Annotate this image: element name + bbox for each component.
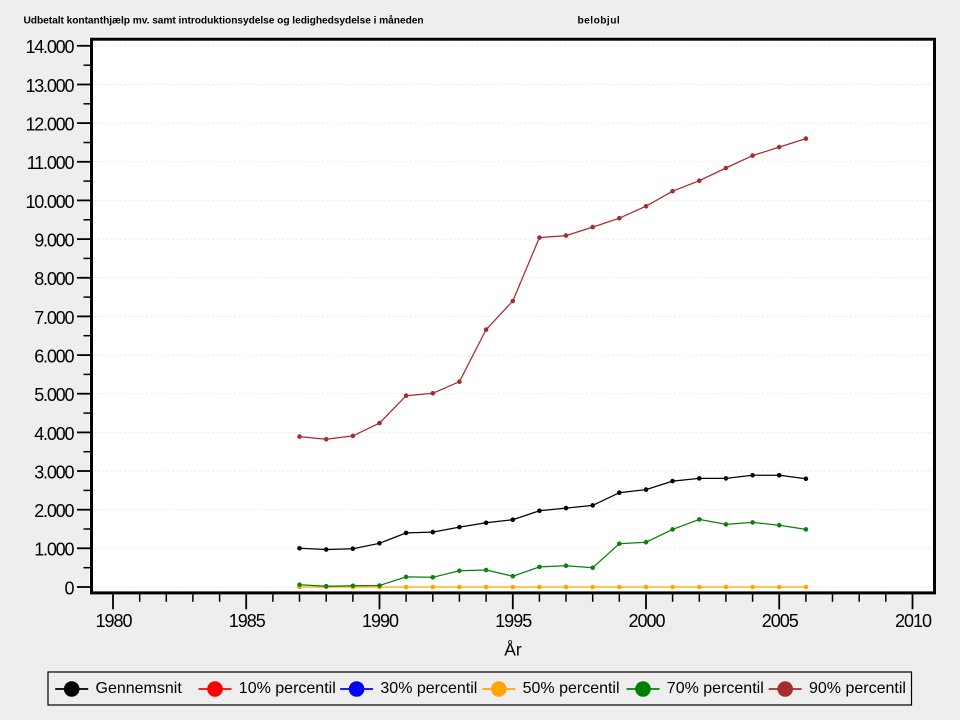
svg-text:8.000: 8.000 — [34, 269, 74, 289]
svg-text:2005: 2005 — [762, 611, 799, 631]
svg-text:9.000: 9.000 — [34, 231, 74, 251]
svg-text:70% percentil: 70% percentil — [667, 680, 764, 697]
svg-text:10% percentil: 10% percentil — [239, 680, 336, 697]
svg-text:1980: 1980 — [95, 611, 132, 631]
svg-text:1990: 1990 — [362, 611, 399, 631]
svg-text:År: År — [504, 640, 522, 660]
svg-text:2000: 2000 — [628, 611, 665, 631]
svg-text:3.000: 3.000 — [34, 462, 74, 482]
svg-text:4.000: 4.000 — [34, 424, 74, 444]
svg-text:2010: 2010 — [895, 611, 932, 631]
svg-text:7.000: 7.000 — [34, 308, 74, 328]
svg-text:10.000: 10.000 — [25, 192, 74, 212]
svg-text:90% percentil: 90% percentil — [809, 680, 906, 697]
svg-text:5.000: 5.000 — [34, 385, 74, 405]
svg-text:belobjul: belobjul — [578, 16, 621, 27]
svg-text:6.000: 6.000 — [34, 347, 74, 367]
svg-text:0: 0 — [64, 578, 74, 598]
svg-text:14.000: 14.000 — [25, 37, 74, 57]
svg-text:Udbetalt kontanthjælp mv. samt: Udbetalt kontanthjælp mv. samt introdukt… — [24, 15, 424, 27]
svg-text:12.000: 12.000 — [25, 115, 74, 135]
svg-text:50% percentil: 50% percentil — [523, 680, 620, 697]
svg-text:1985: 1985 — [229, 611, 266, 631]
svg-text:13.000: 13.000 — [25, 76, 74, 96]
svg-text:11.000: 11.000 — [27, 153, 75, 173]
svg-text:1995: 1995 — [495, 611, 532, 631]
svg-text:30% percentil: 30% percentil — [380, 680, 477, 697]
svg-text:2.000: 2.000 — [34, 501, 74, 521]
svg-text:1.000: 1.000 — [34, 540, 74, 560]
svg-text:Gennemsnit: Gennemsnit — [96, 680, 183, 697]
